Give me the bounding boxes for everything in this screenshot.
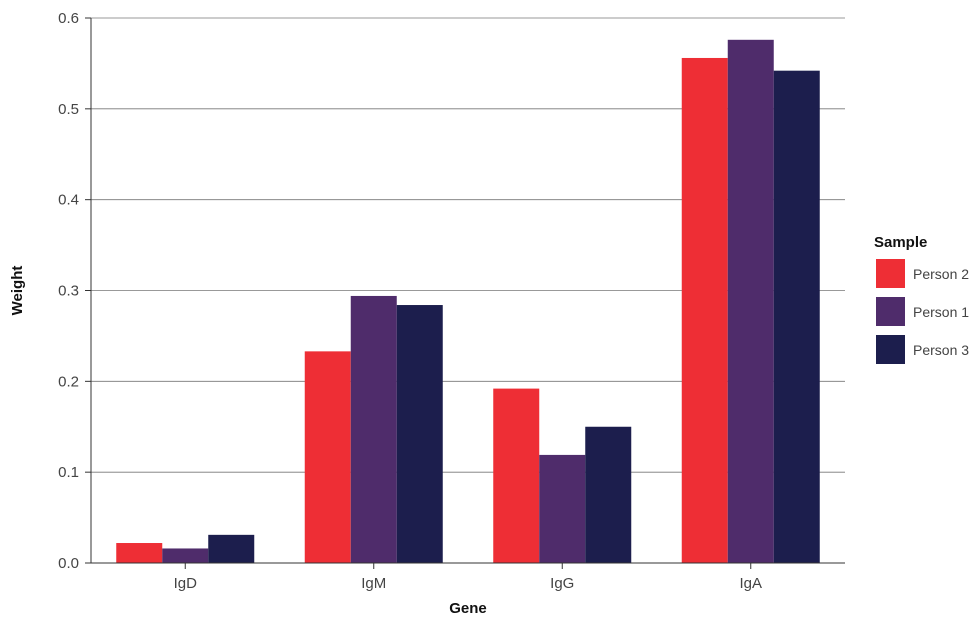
y-tick-label: 0.4 bbox=[58, 192, 79, 209]
bar-IgG-person-2 bbox=[493, 388, 540, 563]
bar-IgA-person-1 bbox=[727, 39, 774, 564]
bar-IgG-person-1 bbox=[539, 454, 586, 563]
legend-swatch-person-3 bbox=[876, 335, 905, 364]
y-tick-label: 0.0 bbox=[58, 555, 79, 572]
y-tick-label: 0.5 bbox=[58, 101, 79, 118]
bar-IgD-person-2 bbox=[116, 543, 163, 563]
y-tick-label: 0.6 bbox=[58, 10, 79, 27]
y-axis-title: Weight bbox=[9, 266, 26, 316]
x-tick-label: IgG bbox=[550, 575, 574, 592]
bar-IgM-person-3 bbox=[396, 305, 443, 563]
legend-title: Sample bbox=[874, 234, 927, 251]
axes: 0.0 0.1 0.2 0.3 0.4 0.5 0.6 IgD IgM IgG IgA bbox=[58, 10, 845, 592]
legend-label: Person 2 bbox=[913, 266, 969, 282]
legend-swatch-person-2 bbox=[876, 259, 905, 288]
x-tick-label: IgD bbox=[174, 575, 198, 592]
bars bbox=[116, 39, 820, 564]
legend-label: Person 1 bbox=[913, 304, 969, 320]
x-tick-label: IgA bbox=[739, 575, 762, 592]
bar-IgD-person-1 bbox=[162, 548, 209, 563]
y-tick-label: 0.2 bbox=[58, 373, 79, 390]
bar-IgA-person-2 bbox=[681, 57, 728, 563]
bar-IgM-person-2 bbox=[304, 351, 351, 563]
bar-IgD-person-3 bbox=[208, 534, 255, 563]
legend-label: Person 3 bbox=[913, 342, 969, 358]
bar-IgA-person-3 bbox=[773, 70, 820, 563]
legend: Sample Person 2 Person 1 Person 3 bbox=[874, 234, 969, 364]
legend-swatch-person-1 bbox=[876, 297, 905, 326]
bar-IgG-person-3 bbox=[585, 426, 632, 563]
x-tick-label: IgM bbox=[361, 575, 386, 592]
y-tick-label: 0.3 bbox=[58, 283, 79, 300]
y-tick-label: 0.1 bbox=[58, 464, 79, 481]
bar-IgM-person-1 bbox=[350, 295, 397, 563]
x-axis-title: Gene bbox=[449, 600, 487, 617]
